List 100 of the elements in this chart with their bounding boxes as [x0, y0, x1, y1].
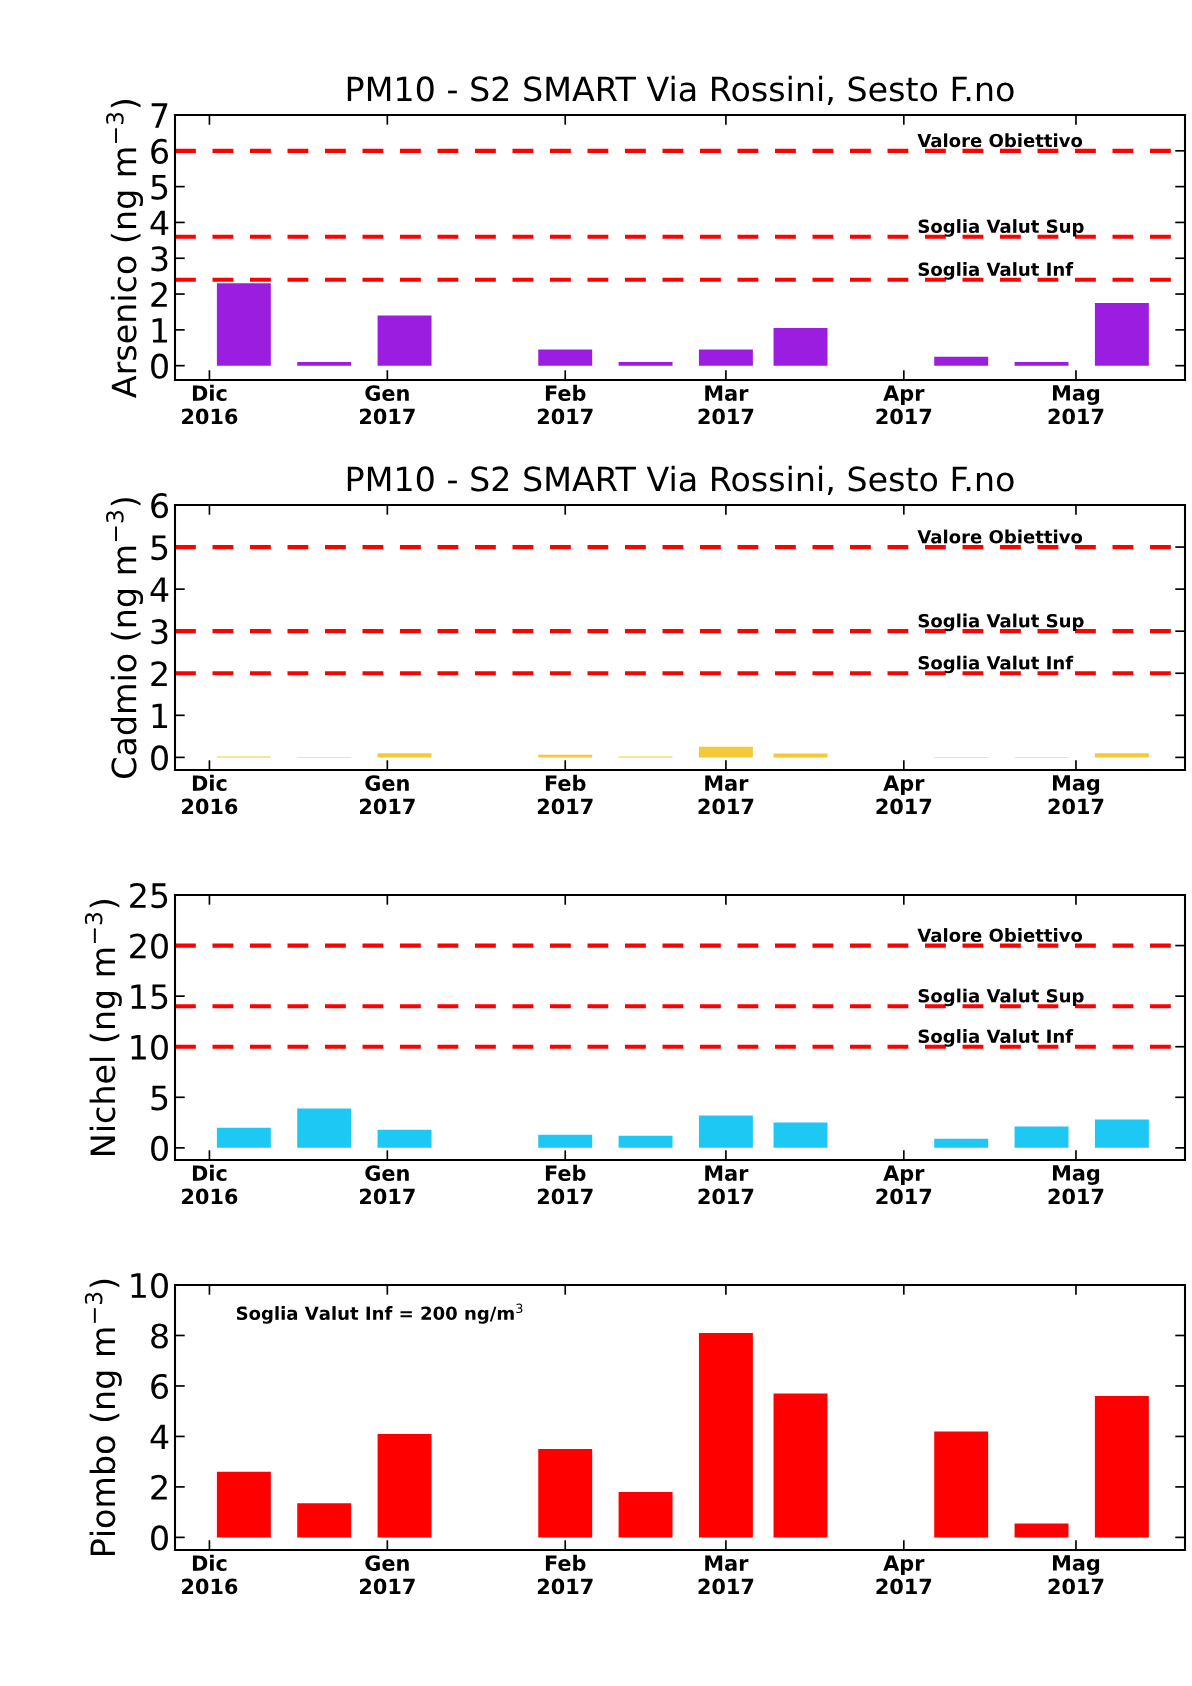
- y-tick-label: 3: [151, 246, 168, 272]
- bar: [698, 349, 753, 366]
- x-tick-label: Dic 2016: [182, 774, 238, 815]
- x-tick-label: Mar 2017: [698, 1555, 754, 1595]
- x-tick-label: Feb 2017: [537, 1554, 593, 1595]
- bar: [698, 746, 753, 758]
- x-tick-label: Mag 2017: [1048, 1555, 1104, 1595]
- bar: [377, 1129, 432, 1148]
- y-tick-label: 6: [151, 1373, 169, 1400]
- x-tick-label: Gen 2017: [359, 385, 415, 425]
- bar: [618, 1491, 673, 1538]
- y-tick-label: 1: [152, 703, 168, 728]
- bar: [1014, 1523, 1069, 1538]
- bar: [698, 1115, 753, 1148]
- bar: [698, 1332, 753, 1538]
- x-tick-label: Mar 2017: [698, 775, 754, 815]
- x-tick-label: Mar 2017: [698, 1165, 754, 1205]
- annotation: Soglia Valut Inf = 200 ng/m$^{3}$: [236, 1303, 523, 1324]
- y-tick-label: 6: [151, 138, 169, 164]
- x-tick-label: Mag 2017: [1048, 775, 1104, 815]
- ref-line-label: Valore Obiettivo: [917, 529, 1083, 544]
- y-axis-title: Piombo (ng m$^{−3}$): [84, 1279, 122, 1556]
- y-tick-label: 0: [151, 353, 168, 379]
- ref-line-label: Soglia Valut Inf: [918, 1029, 1074, 1047]
- y-tick-label: 20: [130, 933, 168, 959]
- x-tick-label: Apr 2017: [876, 1165, 932, 1205]
- bar: [618, 362, 673, 366]
- y-tick-label: 2: [151, 281, 167, 307]
- x-tick-label: Dic 2016: [182, 1554, 238, 1595]
- bar: [1094, 1119, 1149, 1148]
- y-tick-label: 4: [150, 577, 169, 602]
- bar: [538, 1134, 593, 1148]
- y-tick-label: 8: [151, 1323, 168, 1349]
- y-tick-label: 2: [151, 661, 167, 686]
- y-tick-label: 1: [152, 318, 168, 343]
- x-tick-label: Dic 2016: [182, 384, 238, 425]
- x-tick-label: Gen 2017: [359, 1555, 415, 1595]
- x-tick-label: Apr 2017: [876, 1555, 932, 1595]
- y-tick-label: 0: [151, 1135, 168, 1161]
- bar: [216, 283, 271, 366]
- y-tick-label: 5: [151, 174, 168, 200]
- x-tick-label: Mag 2017: [1048, 1165, 1104, 1205]
- ref-line-label: Soglia Valut Inf: [918, 262, 1074, 280]
- x-tick-label: Gen 2017: [359, 1165, 415, 1205]
- bar: [773, 328, 828, 366]
- bar: [297, 362, 352, 366]
- chart-title: PM10 - S2 SMART Via Rossini, Sesto F.no: [347, 465, 1014, 495]
- ref-line-label: Valore Obiettivo: [917, 133, 1083, 148]
- x-tick-label: Mag 2017: [1048, 385, 1104, 425]
- bar: [934, 1138, 989, 1148]
- bar: [1014, 362, 1069, 366]
- ref-line-label: Soglia Valut Sup: [918, 613, 1084, 632]
- bar: [297, 1503, 352, 1538]
- bar: [538, 1449, 593, 1538]
- y-tick-label: 25: [130, 882, 168, 909]
- y-tick-label: 6: [151, 492, 169, 519]
- y-tick-label: 2: [151, 1474, 167, 1500]
- bar: [216, 1471, 271, 1538]
- bar: [538, 349, 593, 366]
- bar: [618, 1135, 673, 1148]
- bar: [773, 1122, 828, 1148]
- bar: [934, 1431, 989, 1538]
- bar: [934, 356, 989, 366]
- x-tick-label: Gen 2017: [359, 775, 415, 815]
- y-axis-title: Nichel (ng m$^{−3}$): [84, 900, 122, 1155]
- bar: [773, 1393, 828, 1538]
- chart-title: PM10 - S2 SMART Via Rossini, Sesto F.no: [347, 75, 1014, 105]
- y-tick-label: 5: [151, 1085, 168, 1111]
- x-tick-label: Apr 2017: [876, 775, 932, 815]
- y-tick-label: 0: [151, 1525, 168, 1551]
- ref-line-label: Soglia Valut Sup: [918, 988, 1084, 1007]
- y-tick-label: 4: [150, 210, 169, 236]
- x-tick-label: Feb 2017: [537, 774, 593, 815]
- y-tick-label: 4: [150, 1424, 169, 1450]
- bar: [1094, 753, 1149, 758]
- x-tick-label: Dic 2016: [182, 1164, 238, 1205]
- y-axis-title: Cadmio (ng m$^{−3}$): [106, 498, 144, 778]
- y-tick-label: 5: [151, 535, 168, 561]
- y-tick-label: 0: [151, 745, 168, 771]
- y-tick-label: 10: [131, 1034, 168, 1060]
- y-axis-title: Arsenico (ng m$^{−3}$): [106, 99, 144, 398]
- ref-line-label: Soglia Valut Sup: [918, 219, 1084, 237]
- bar: [377, 315, 432, 366]
- bar: [297, 1108, 352, 1148]
- bar: [1094, 303, 1149, 366]
- ref-line-label: Soglia Valut Inf: [918, 655, 1074, 674]
- x-tick-label: Mar 2017: [698, 385, 754, 425]
- bar: [377, 753, 432, 758]
- y-tick-label: 7: [151, 103, 168, 128]
- y-tick-label: 3: [151, 619, 168, 645]
- x-tick-label: Apr 2017: [876, 385, 932, 425]
- y-tick-label: 15: [131, 984, 168, 1010]
- bar: [216, 1127, 271, 1148]
- x-tick-label: Feb 2017: [537, 1164, 593, 1205]
- x-tick-label: Feb 2017: [537, 384, 593, 425]
- ref-line-label: Valore Obiettivo: [917, 928, 1083, 943]
- bar: [1094, 1396, 1149, 1538]
- bar: [377, 1433, 432, 1538]
- y-tick-label: 10: [131, 1272, 168, 1299]
- bar: [1014, 1126, 1069, 1148]
